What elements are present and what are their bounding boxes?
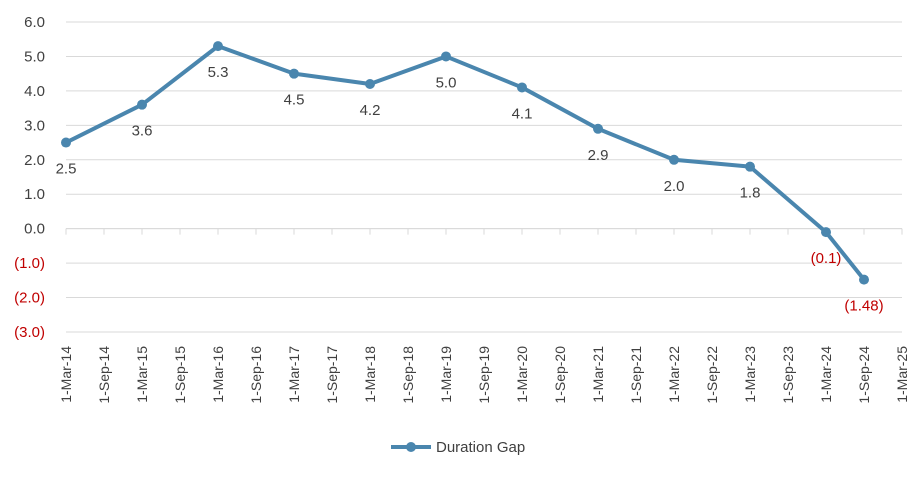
y-tick-label: 2.0 xyxy=(24,152,45,169)
data-label: 3.6 xyxy=(132,123,153,140)
y-tick-label: 5.0 xyxy=(24,48,45,65)
legend-marker xyxy=(406,442,416,452)
x-tick-label: 1-Sep-18 xyxy=(400,346,416,404)
data-point xyxy=(289,68,299,79)
data-label: 2.0 xyxy=(664,178,685,195)
data-point xyxy=(517,82,527,93)
legend: Duration Gap xyxy=(391,439,525,456)
x-tick-label: 1-Mar-23 xyxy=(742,346,758,403)
x-tick-label: 1-Sep-21 xyxy=(628,346,644,404)
data-point xyxy=(859,274,869,285)
y-tick-label: 1.0 xyxy=(24,186,45,203)
data-point xyxy=(61,137,71,148)
x-tick-label: 1-Mar-24 xyxy=(818,346,834,403)
data-point xyxy=(441,51,451,62)
data-point xyxy=(593,123,603,134)
series-line xyxy=(65,44,866,281)
data-label: (1.48) xyxy=(844,298,883,315)
x-tick-label: 1-Mar-18 xyxy=(362,346,378,403)
x-tick-label: 1-Mar-21 xyxy=(590,346,606,403)
data-point xyxy=(213,41,223,52)
data-point xyxy=(745,161,755,172)
data-label: 2.9 xyxy=(588,147,609,164)
y-tick-label: 6.0 xyxy=(24,14,45,31)
x-axis: 1-Mar-14 1-Sep-14 1-Mar-15 1-Sep-15 1-Mar-16… xyxy=(58,228,910,404)
x-tick-label: 1-Mar-15 xyxy=(134,346,150,403)
x-tick-label: 1-Mar-19 xyxy=(438,346,454,403)
x-tick-label: 1-Mar-20 xyxy=(514,346,530,403)
x-tick-label: 1-Sep-15 xyxy=(172,346,188,404)
y-tick-label: 0.0 xyxy=(24,221,45,238)
y-tick-label: (2.0) xyxy=(14,290,45,307)
x-tick-label: 1-Sep-16 xyxy=(248,346,264,404)
x-tick-label: 1-Mar-25 xyxy=(894,346,910,403)
y-tick-label: 3.0 xyxy=(24,117,45,134)
data-label: 4.1 xyxy=(512,105,533,122)
x-tick-label: 1-Sep-23 xyxy=(780,346,796,404)
x-tick-label: 1-Mar-14 xyxy=(58,346,74,403)
x-tick-label: 1-Mar-16 xyxy=(210,346,226,403)
x-tick-label: 1-Sep-14 xyxy=(96,346,112,404)
data-label: 1.8 xyxy=(740,185,761,202)
x-tick-label: 1-Sep-24 xyxy=(856,346,872,404)
series-duration-gap xyxy=(61,41,869,285)
data-label: 4.2 xyxy=(360,102,381,119)
data-point xyxy=(365,79,375,89)
y-tick-label: (3.0) xyxy=(14,324,45,341)
x-tick-label: 1-Mar-22 xyxy=(666,346,682,403)
data-label: 2.5 xyxy=(56,161,77,178)
y-tick-label: (1.0) xyxy=(14,255,45,272)
data-label: (0.1) xyxy=(811,250,842,267)
x-tick-label: 1-Sep-17 xyxy=(324,346,340,404)
x-tick-label: 1-Sep-19 xyxy=(476,346,492,404)
legend-label: Duration Gap xyxy=(436,439,525,456)
data-point xyxy=(137,99,147,110)
data-point xyxy=(669,154,679,165)
data-point xyxy=(821,227,831,238)
y-tick-label: 4.0 xyxy=(24,83,45,100)
x-tick-label: 1-Mar-17 xyxy=(286,346,302,403)
y-axis-ticks: 6.0 5.0 4.0 3.0 2.0 1.0 0.0 (1.0) (2.0) (3.0) xyxy=(14,14,45,341)
x-tick-label: 1-Sep-20 xyxy=(552,346,568,404)
x-tick-label: 1-Sep-22 xyxy=(704,346,720,404)
data-label: 5.3 xyxy=(208,64,229,81)
data-label: 4.5 xyxy=(284,92,305,109)
data-labels: 2.5 3.6 5.3 4.5 4.2 5.0 4.1 2.9 2.0 1.8 (0.1) (1.48… xyxy=(56,64,884,315)
data-label: 5.0 xyxy=(436,74,457,91)
